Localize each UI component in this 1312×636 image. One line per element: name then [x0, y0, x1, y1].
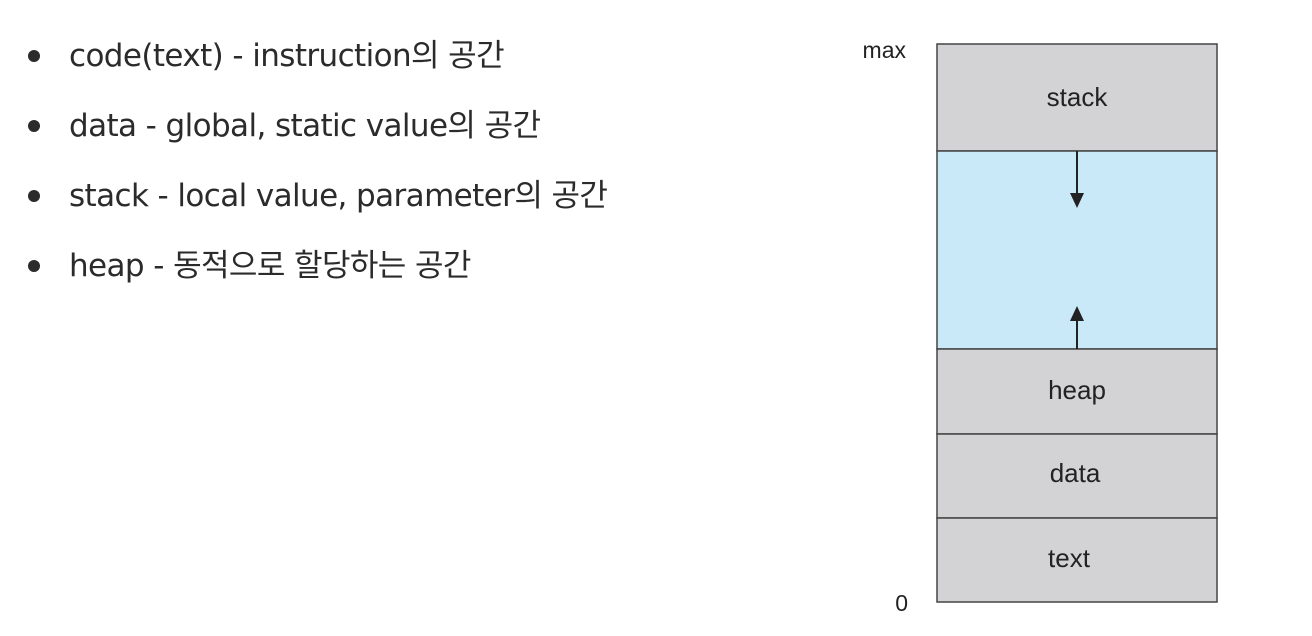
stack-growth-down-arrow-icon	[1070, 151, 1084, 208]
bullet-code-text: code(text) - instruction의 공간	[69, 38, 505, 74]
bullet-dot-icon	[28, 120, 40, 132]
segment-heap-label: heap	[1048, 375, 1106, 405]
bullet-list: code(text) - instruction의 공간 data - glob…	[26, 24, 608, 304]
bullet-stack-text: stack - local value, parameter의 공간	[69, 178, 608, 214]
segment-text	[936, 517, 1218, 603]
bullet-data: data - global, static value의 공간	[26, 94, 607, 164]
bullet-dot-icon	[28, 50, 40, 62]
bullet-dot-icon	[28, 260, 40, 272]
bullet-code: code(text) - instruction의 공간	[26, 24, 607, 94]
segment-heap	[936, 348, 1218, 435]
bullet-dot-icon	[28, 190, 40, 202]
segment-text-label: text	[1048, 543, 1091, 573]
bullet-data-text: data - global, static value의 공간	[69, 108, 541, 144]
heap-growth-up-arrow-icon	[1070, 306, 1084, 349]
bullet-stack: stack - local value, parameter의 공간	[26, 164, 608, 234]
axis-max-label: max	[863, 37, 907, 63]
bullet-heap: heap - 동적으로 할당하는 공간	[26, 234, 607, 304]
axis-zero-label: 0	[895, 590, 908, 616]
bullet-heap-text: heap - 동적으로 할당하는 공간	[69, 248, 471, 284]
segment-data	[936, 433, 1218, 519]
segment-data-label: data	[1050, 458, 1101, 488]
segment-stack-label: stack	[1047, 82, 1109, 112]
